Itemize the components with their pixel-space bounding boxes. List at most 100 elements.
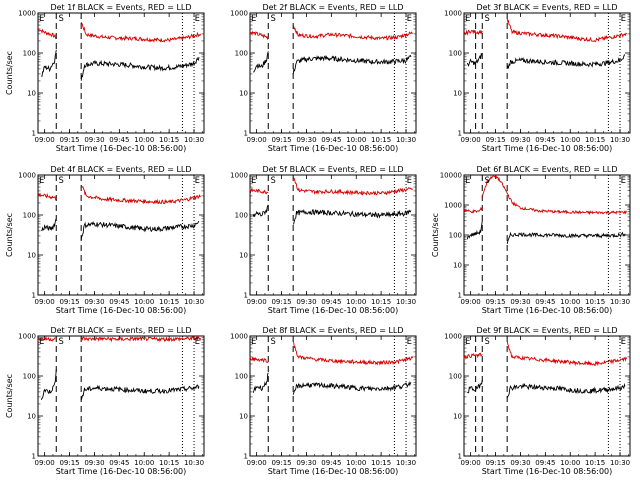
- y-tick-label: 100: [449, 50, 462, 58]
- x-axis-label: Start Time (16-Dec-10 08:56:00): [482, 144, 613, 153]
- x-tick-label: 09:15: [485, 298, 505, 306]
- x-tick-label: 10:00: [560, 298, 580, 306]
- x-tick-label: 09:00: [247, 136, 267, 144]
- x-tick-label: 09:00: [247, 459, 267, 467]
- y-tick-label: 1000: [18, 172, 36, 180]
- x-tick-label: 09:45: [321, 136, 341, 144]
- y-tick-label: 1000: [444, 10, 462, 18]
- flag-label: E: [39, 14, 44, 24]
- x-tick-label: 09:30: [84, 136, 104, 144]
- y-tick-label: 100: [23, 50, 36, 58]
- y-tick-label: 1: [458, 292, 462, 300]
- lld-series-line: [463, 29, 483, 36]
- x-tick-label: 09:00: [35, 298, 55, 306]
- x-tick-label: 09:45: [321, 459, 341, 467]
- x-tick-label: 09:15: [271, 136, 291, 144]
- y-tick-label: 1: [32, 130, 36, 138]
- x-tick-label: 09:45: [535, 459, 555, 467]
- lld-series-line: [80, 335, 202, 343]
- plot-frame: [249, 12, 417, 134]
- lld-series-line: [249, 187, 269, 195]
- flag-label: E: [465, 176, 470, 186]
- flag-label: E: [621, 337, 626, 347]
- x-tick-label: 10:30: [396, 459, 416, 467]
- y-tick-label: 1000: [230, 333, 248, 341]
- panel-title: Det 8f BLACK = Events, RED = LLD: [262, 326, 403, 335]
- y-tick-label: 10: [27, 413, 36, 421]
- x-tick-label: 09:00: [35, 459, 55, 467]
- x-axis-label: Start Time (16-Dec-10 08:56:00): [482, 306, 613, 315]
- x-tick-label: 10:15: [159, 298, 179, 306]
- x-tick-label: 09:45: [109, 459, 129, 467]
- events-series-line: [466, 52, 483, 67]
- x-tick-label: 09:45: [109, 298, 129, 306]
- plot-frame: [37, 12, 205, 134]
- y-tick-label: 1000: [444, 333, 462, 341]
- lld-series-line: [506, 18, 627, 43]
- x-tick-label: 09:00: [461, 298, 481, 306]
- x-tick-label: 09:15: [271, 459, 291, 467]
- flag-label: S: [485, 176, 490, 186]
- events-series-line: [252, 372, 269, 393]
- lld-series-line: [463, 206, 483, 214]
- flag-label: E: [39, 176, 44, 186]
- y-tick-label: 100: [23, 212, 36, 220]
- flag-label: S: [485, 14, 490, 24]
- x-tick-label: 10:00: [134, 136, 154, 144]
- x-tick-label: 10:15: [159, 136, 179, 144]
- events-series-line: [80, 220, 200, 241]
- x-tick-label: 10:30: [610, 136, 630, 144]
- panel-title: Det 1f BLACK = Events, RED = LLD: [50, 3, 191, 12]
- lld-series-line: [80, 21, 202, 43]
- y-tick-label: 10: [453, 413, 462, 421]
- panel-title: Det 3f BLACK = Events, RED = LLD: [476, 3, 617, 12]
- events-series-line: [292, 54, 412, 75]
- y-tick-label: 10000: [440, 172, 462, 180]
- y-axis-label: Counts/sec: [5, 51, 14, 95]
- x-axis-label: Start Time (16-Dec-10 08:56:00): [56, 144, 187, 153]
- y-tick-label: 1000: [18, 333, 36, 341]
- x-tick-label: 10:15: [371, 136, 391, 144]
- panel-title: Det 4f BLACK = Events, RED = LLD: [50, 165, 191, 174]
- panel-9: Det 9f BLACK = Events, RED = LLD 09:00 09:…: [444, 326, 631, 476]
- events-series-line: [292, 209, 412, 225]
- y-tick-label: 1000: [444, 202, 462, 210]
- x-tick-label: 09:45: [535, 298, 555, 306]
- x-tick-label: 09:15: [59, 459, 79, 467]
- panel-2: Det 2f BLACK = Events, RED = LLD 09:00 09:…: [230, 3, 417, 153]
- events-series-line: [506, 382, 626, 399]
- flag-label: S: [271, 337, 276, 347]
- x-tick-label: 10:30: [184, 136, 204, 144]
- x-tick-label: 09:00: [35, 136, 55, 144]
- y-tick-label: 100: [449, 232, 462, 240]
- plot-frame: [463, 335, 631, 457]
- y-tick-label: 1: [32, 453, 36, 461]
- plot-frame: [249, 335, 417, 457]
- y-tick-label: 1000: [230, 172, 248, 180]
- x-tick-label: 09:30: [296, 136, 316, 144]
- flag-label: S: [271, 176, 276, 186]
- flag-label: E: [195, 14, 200, 24]
- flag-label: S: [59, 337, 64, 347]
- panel-1: Det 1f BLACK = Events, RED = LLD 09:00 09:…: [5, 3, 205, 153]
- flag-label: E: [465, 14, 470, 24]
- x-axis-label: Start Time (16-Dec-10 08:56:00): [268, 306, 399, 315]
- events-series-line: [292, 381, 412, 395]
- lld-series-line: [463, 352, 483, 360]
- x-tick-label: 09:15: [271, 298, 291, 306]
- events-series-line: [466, 220, 483, 240]
- x-tick-label: 09:45: [109, 136, 129, 144]
- y-axis-label: Counts/sec: [5, 213, 14, 257]
- panel-6: Det 6f BLACK = Events, RED = LLD 09:00 09:…: [431, 165, 631, 315]
- x-tick-label: 10:00: [346, 298, 366, 306]
- y-tick-label: 10: [453, 90, 462, 98]
- y-tick-label: 1: [244, 453, 248, 461]
- events-series-line: [253, 51, 269, 73]
- x-tick-label: 09:00: [461, 136, 481, 144]
- lld-series-line: [249, 356, 269, 364]
- panel-title: Det 2f BLACK = Events, RED = LLD: [262, 3, 403, 12]
- x-axis-label: Start Time (16-Dec-10 08:56:00): [268, 467, 399, 476]
- x-tick-label: 09:30: [510, 136, 530, 144]
- panel-title: Det 9f BLACK = Events, RED = LLD: [476, 326, 617, 335]
- x-tick-label: 10:30: [184, 459, 204, 467]
